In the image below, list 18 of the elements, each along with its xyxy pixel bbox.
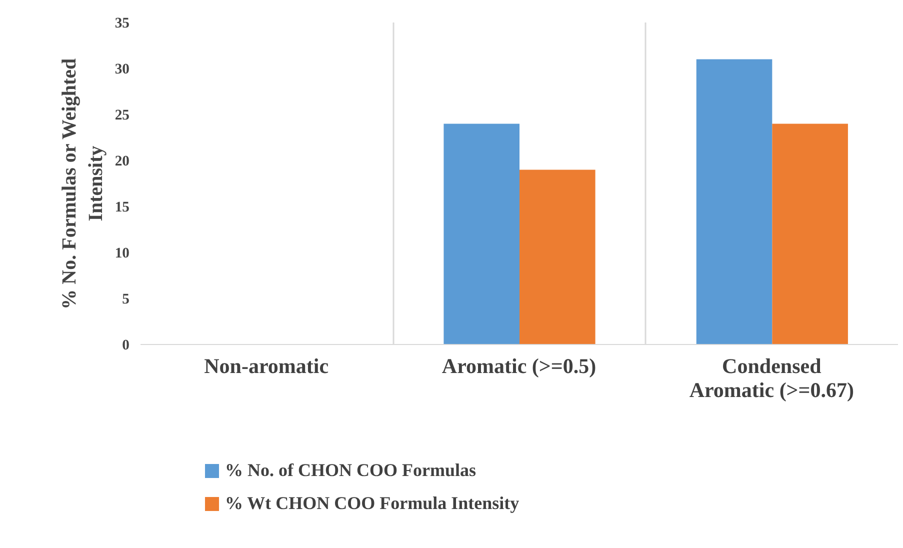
legend-label: % No. of CHON COO Formulas (225, 460, 476, 481)
y-tick-label: 10 (114, 246, 130, 262)
y-tick-label: 25 (114, 108, 130, 124)
bar (444, 124, 520, 344)
y-tick-label: 0 (122, 338, 130, 354)
y-axis-title: % No. Formulas or Weighted Intensity (58, 58, 107, 310)
y-tick-label: 20 (114, 154, 130, 170)
bar (772, 124, 848, 344)
y-tick-label: 35 (114, 16, 130, 32)
y-tick-label: 15 (114, 200, 130, 216)
y-tick-label: 5 (122, 292, 130, 308)
x-tick-label: Non-aromatic (204, 354, 329, 378)
bar (696, 59, 772, 344)
x-tick-label: Aromatic (>=0.5) (442, 354, 596, 378)
bar (520, 170, 596, 344)
x-tick-label: Condensed Aromatic (>=0.67) (689, 354, 854, 402)
y-tick-label: 30 (114, 62, 130, 78)
legend-label: % Wt CHON COO Formula Intensity (225, 493, 520, 514)
